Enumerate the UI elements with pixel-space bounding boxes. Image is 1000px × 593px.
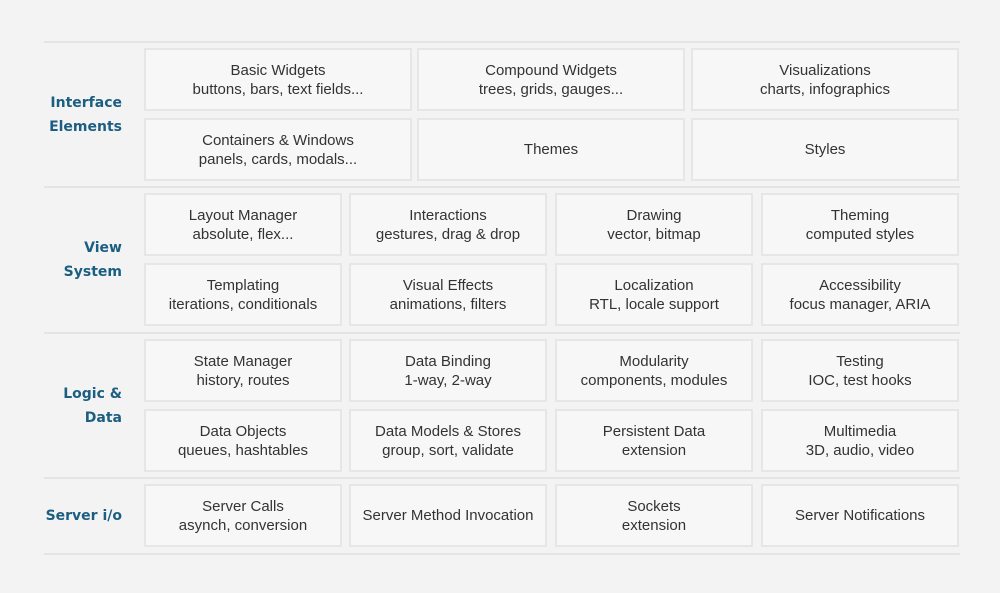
section-label: Interface Elements	[40, 48, 122, 181]
feature-box: Data Objects queues, hashtables	[144, 409, 342, 472]
feature-box: Modularity components, modules	[555, 339, 753, 402]
feature-title: Modularity	[619, 352, 689, 370]
feature-box: State Manager history, routes	[144, 339, 342, 402]
feature-box: Localization RTL, locale support	[555, 263, 753, 326]
feature-title: Accessibility	[819, 276, 901, 294]
feature-title: Visualizations	[779, 61, 871, 79]
feature-title: Drawing	[626, 206, 682, 224]
separator-line	[44, 477, 960, 479]
feature-title: Interactions	[409, 206, 487, 224]
feature-title: Styles	[804, 141, 846, 158]
feature-box: Visual Effects animations, filters	[349, 263, 547, 326]
feature-subtitle: queues, hashtables	[177, 441, 309, 459]
feature-subtitle: extension	[621, 516, 687, 534]
feature-title: Templating	[206, 276, 280, 294]
feature-title: Data Binding	[405, 352, 491, 370]
feature-subtitle: gestures, drag & drop	[375, 225, 521, 243]
feature-title: Data Objects	[199, 422, 287, 440]
section-label: Logic & Data	[40, 339, 122, 472]
feature-title: Basic Widgets	[230, 61, 326, 79]
feature-title: Theming	[830, 206, 890, 224]
section-label-line: Logic &	[63, 385, 122, 402]
feature-subtitle: absolute, flex...	[192, 225, 294, 243]
feature-title: Server Calls	[202, 497, 284, 515]
feature-subtitle: focus manager, ARIA	[789, 295, 931, 313]
feature-title: Testing	[836, 352, 884, 370]
feature-subtitle: group, sort, validate	[382, 441, 514, 459]
feature-subtitle: RTL, locale support	[589, 295, 719, 313]
separator-line	[44, 186, 960, 188]
feature-subtitle: iterations, conditionals	[168, 295, 318, 313]
feature-box: Server Method Invocation	[349, 484, 547, 547]
section-label-line: Elements	[49, 118, 122, 135]
feature-title: Server Method Invocation	[362, 507, 534, 524]
feature-title: Server Notifications	[794, 507, 926, 524]
feature-title: Sockets	[627, 497, 681, 515]
separator-line	[44, 553, 960, 555]
feature-box: Server Calls asynch, conversion	[144, 484, 342, 547]
feature-title: Containers & Windows	[202, 131, 354, 149]
feature-subtitle: charts, infographics	[759, 80, 891, 98]
feature-title: State Manager	[193, 352, 293, 370]
feature-subtitle: 1-way, 2-way	[404, 371, 492, 389]
feature-box: Server Notifications	[761, 484, 959, 547]
feature-box: Containers & Windows panels, cards, modal…	[144, 118, 412, 181]
feature-title: Multimedia	[823, 422, 897, 440]
feature-title: Data Models & Stores	[375, 422, 521, 440]
feature-box: Testing IOC, test hooks	[761, 339, 959, 402]
feature-subtitle: buttons, bars, text fields...	[192, 80, 364, 98]
feature-subtitle: computed styles	[805, 225, 915, 243]
section-label-line: Server i/o	[45, 507, 122, 524]
feature-box: Accessibility focus manager, ARIA	[761, 263, 959, 326]
feature-box: Interactions gestures, drag & drop	[349, 193, 547, 256]
feature-box: Layout Manager absolute, flex...	[144, 193, 342, 256]
separator-line	[44, 332, 960, 334]
feature-box: Persistent Data extension	[555, 409, 753, 472]
feature-box: Theming computed styles	[761, 193, 959, 256]
feature-box: Multimedia 3D, audio, video	[761, 409, 959, 472]
feature-box: Sockets extension	[555, 484, 753, 547]
feature-title: Layout Manager	[188, 206, 298, 224]
feature-subtitle: history, routes	[196, 371, 290, 389]
feature-title: Visual Effects	[402, 276, 494, 294]
feature-box: Drawing vector, bitmap	[555, 193, 753, 256]
feature-title: Themes	[523, 141, 579, 158]
section-label: Server i/o	[40, 484, 122, 547]
separator-line	[44, 41, 960, 43]
feature-box: Data Binding 1-way, 2-way	[349, 339, 547, 402]
feature-title: Localization	[614, 276, 694, 294]
feature-box: Styles	[691, 118, 959, 181]
feature-subtitle: trees, grids, gauges...	[478, 80, 624, 98]
feature-box: Basic Widgets buttons, bars, text fields.…	[144, 48, 412, 111]
feature-box: Data Models & Stores group, sort, validat…	[349, 409, 547, 472]
feature-box: Visualizations charts, infographics	[691, 48, 959, 111]
section-label-line: System	[63, 263, 122, 280]
feature-title: Compound Widgets	[485, 61, 617, 79]
section-label-line: View	[84, 239, 122, 256]
feature-subtitle: animations, filters	[389, 295, 507, 313]
feature-subtitle: components, modules	[580, 371, 728, 389]
feature-title: Persistent Data	[602, 422, 706, 440]
feature-subtitle: vector, bitmap	[607, 225, 701, 243]
feature-box: Templating iterations, conditionals	[144, 263, 342, 326]
feature-subtitle: extension	[621, 441, 687, 459]
section-label-line: Interface	[50, 94, 122, 111]
feature-box: Compound Widgets trees, grids, gauges...	[417, 48, 685, 111]
section-label: View System	[40, 193, 122, 326]
feature-box: Themes	[417, 118, 685, 181]
feature-subtitle: panels, cards, modals...	[198, 150, 358, 168]
section-label-line: Data	[84, 409, 122, 426]
feature-subtitle: 3D, audio, video	[805, 441, 915, 459]
feature-subtitle: IOC, test hooks	[808, 371, 912, 389]
feature-subtitle: asynch, conversion	[178, 516, 308, 534]
